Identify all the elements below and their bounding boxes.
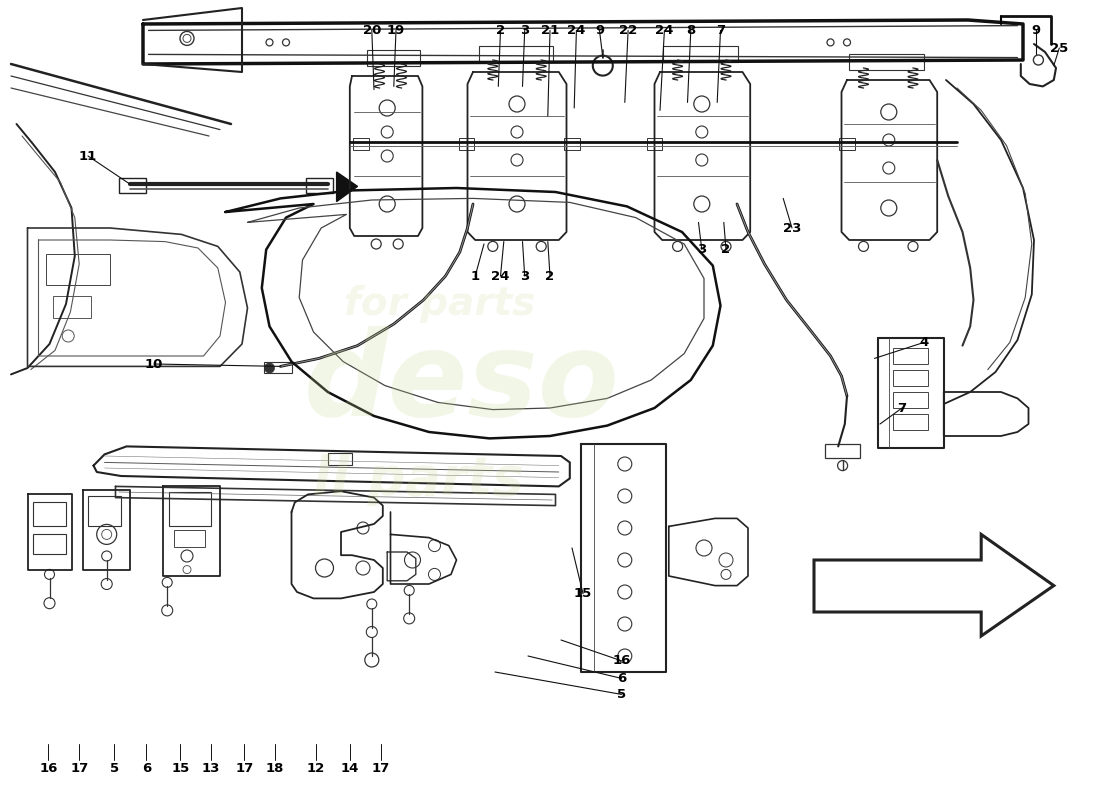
Text: 25: 25	[1050, 42, 1068, 54]
Text: 16: 16	[40, 762, 57, 774]
Text: 9: 9	[1032, 24, 1041, 37]
Bar	[53, 296, 91, 318]
Text: 6: 6	[142, 762, 151, 774]
Text: 9: 9	[595, 24, 604, 37]
Text: 7: 7	[898, 402, 906, 414]
Text: 19: 19	[387, 24, 405, 37]
Text: 15: 15	[172, 762, 189, 774]
Text: 14: 14	[341, 762, 359, 774]
Bar	[893, 370, 928, 386]
Text: 23: 23	[783, 222, 801, 234]
Bar	[663, 46, 738, 62]
Bar	[893, 348, 928, 364]
Bar	[306, 178, 333, 193]
Text: 4: 4	[920, 336, 928, 349]
Text: 3: 3	[520, 24, 529, 37]
Text: 15: 15	[574, 587, 592, 600]
Bar	[174, 530, 205, 547]
Text: 3: 3	[697, 243, 706, 256]
Text: 17: 17	[70, 762, 88, 774]
Circle shape	[264, 363, 275, 373]
Bar	[46, 254, 110, 285]
Polygon shape	[814, 534, 1054, 636]
Bar	[88, 496, 121, 526]
Text: 7: 7	[716, 24, 725, 37]
Text: 12: 12	[307, 762, 324, 774]
Text: 6: 6	[617, 672, 626, 685]
Bar	[825, 444, 860, 458]
Text: 11: 11	[79, 150, 97, 162]
Text: 5: 5	[110, 762, 119, 774]
Bar	[893, 392, 928, 408]
Bar	[169, 492, 211, 526]
Polygon shape	[337, 172, 358, 202]
Text: 24: 24	[568, 24, 585, 37]
Bar	[478, 46, 553, 62]
Text: 17: 17	[372, 762, 389, 774]
Bar	[264, 362, 292, 373]
Text: 5: 5	[617, 688, 626, 701]
Bar	[367, 50, 420, 66]
Text: 2: 2	[496, 24, 505, 37]
Text: 10: 10	[145, 358, 163, 370]
Bar	[459, 138, 474, 150]
Text: for parts: for parts	[344, 285, 536, 323]
Text: 17: 17	[235, 762, 253, 774]
Text: 13: 13	[202, 762, 220, 774]
Text: 24: 24	[492, 270, 509, 282]
Text: 24: 24	[656, 24, 673, 37]
Text: 1: 1	[471, 270, 480, 282]
Bar	[33, 502, 66, 526]
Text: 20: 20	[363, 24, 381, 37]
Bar	[564, 138, 580, 150]
Bar	[839, 138, 855, 150]
Text: 16: 16	[613, 654, 630, 667]
Text: deso: deso	[304, 326, 620, 442]
Text: 8: 8	[686, 24, 695, 37]
Text: 22: 22	[619, 24, 637, 37]
Text: ll parts: ll parts	[312, 454, 524, 506]
Bar	[328, 453, 352, 465]
Text: 21: 21	[541, 24, 559, 37]
Bar	[849, 54, 924, 70]
Bar	[893, 414, 928, 430]
Text: 2: 2	[722, 243, 730, 256]
Text: 3: 3	[520, 270, 529, 282]
Text: 18: 18	[266, 762, 284, 774]
Bar	[33, 534, 66, 554]
Text: 2: 2	[546, 270, 554, 282]
Bar	[353, 138, 369, 150]
Bar	[647, 138, 662, 150]
Bar	[119, 178, 146, 193]
